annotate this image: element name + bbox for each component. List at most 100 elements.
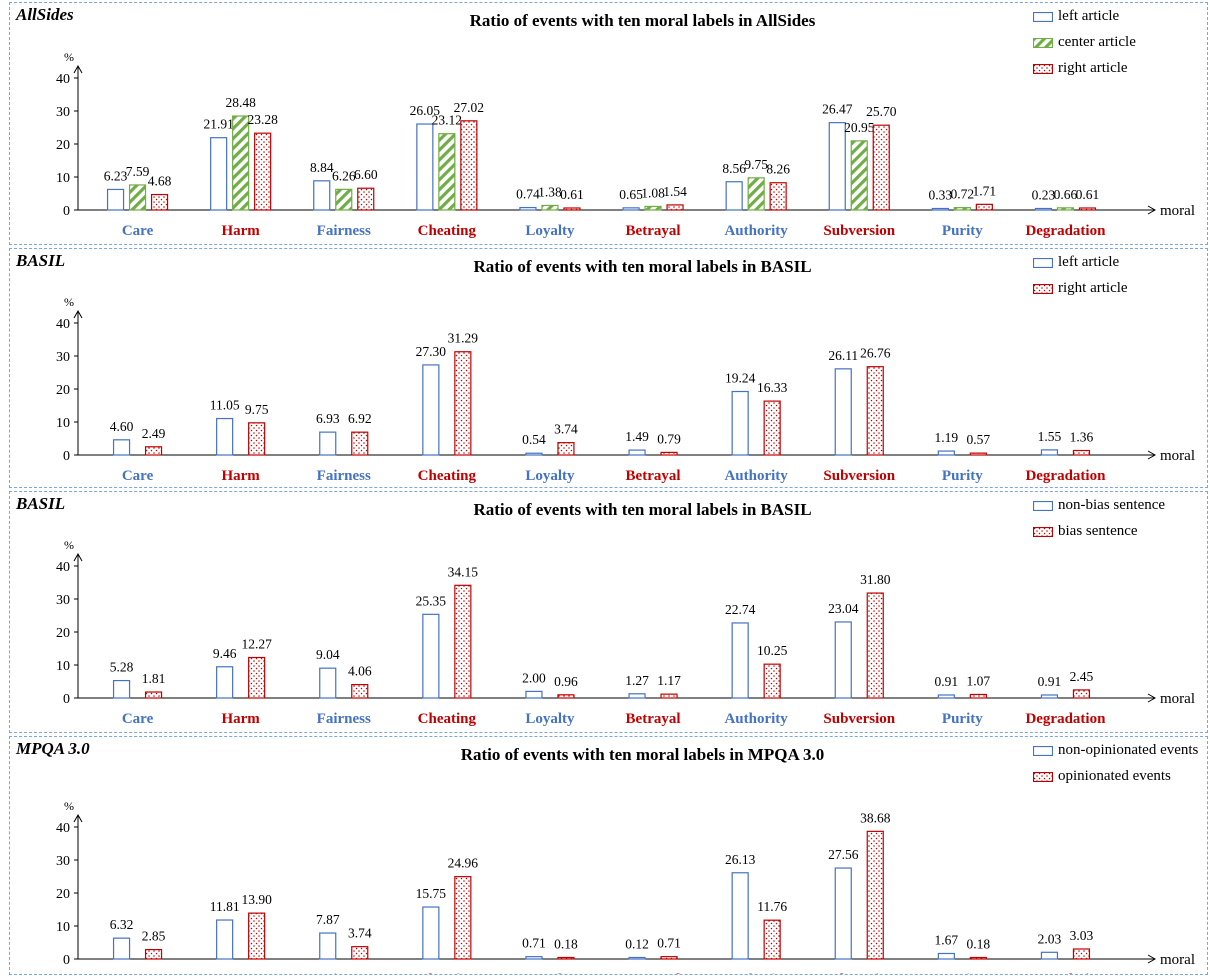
y-tick-label: 20 (56, 138, 70, 153)
data-label: 0.23 (1032, 188, 1056, 203)
bar (1056, 207, 1075, 211)
data-label: 26.76 (860, 346, 891, 361)
data-label: 13.90 (241, 892, 272, 907)
bar (1072, 948, 1091, 960)
bar (319, 431, 337, 456)
bar (335, 188, 353, 211)
bar (622, 207, 640, 211)
bar (660, 956, 678, 960)
data-label: 8.84 (310, 160, 334, 175)
x-tick-label: Degradation (1025, 223, 1106, 239)
x-tick-label: Fairness (317, 468, 371, 484)
bar (150, 193, 169, 211)
data-label: 1.54 (663, 184, 687, 199)
x-tick-label: Degradation (1025, 468, 1106, 484)
data-label: 1.38 (538, 184, 562, 199)
x-tick-label: Cheating (418, 468, 477, 484)
data-label: 6.32 (110, 917, 134, 932)
x-tick-label: Harm (221, 468, 260, 484)
data-label: 2.49 (142, 426, 166, 441)
data-label: 12.27 (241, 637, 272, 652)
bar-chart-allsides: % 0 10 20 30 40 moral 6.237.594.68 Care 21.91 28.4… (56, 50, 1195, 239)
data-label: 6.93 (316, 411, 340, 426)
bar (144, 948, 163, 960)
data-label: 0.18 (967, 937, 991, 952)
bar (666, 204, 684, 211)
chart-title: Ratio of events with ten moral labels in… (473, 500, 812, 519)
x-tick-label: Loyalty (525, 972, 575, 974)
bar (828, 122, 846, 211)
data-label: 0.33 (929, 188, 953, 203)
x-tick-label: Subversion (823, 468, 895, 484)
legend-swatch-left (1033, 746, 1053, 756)
bar (1040, 449, 1059, 456)
x-tick-label: Cheating (418, 711, 477, 727)
bar (931, 207, 949, 211)
x-tick-label: Purity (942, 972, 983, 974)
bar (850, 140, 868, 211)
bar (210, 137, 228, 211)
legend-label: right article (1058, 60, 1128, 76)
data-label: 5.28 (110, 660, 134, 675)
x-tick-label: Authority (724, 711, 788, 727)
x-tick-label: Care (122, 223, 154, 239)
chart-panel-mpqa: MPQA 3.0 Ratio of events with ten moral … (9, 736, 1208, 975)
x-tick-label: Purity (942, 223, 983, 239)
x-tick-label: Fairness (317, 223, 371, 239)
y-axis-arrow (73, 309, 83, 319)
data-label: 1.36 (1070, 430, 1094, 445)
data-label: 0.12 (625, 937, 649, 952)
data-label: 0.91 (1038, 674, 1062, 689)
x-tick-label: Fairness (317, 711, 371, 727)
x-tick-label: Authority (724, 972, 788, 974)
x-tick-label: Care (122, 972, 154, 974)
x-tick-label: Authority (724, 223, 788, 239)
x-tick-label: Degradation (1025, 711, 1106, 727)
bar (937, 952, 955, 960)
x-tick-label: Authority (724, 468, 788, 484)
bar (422, 906, 440, 960)
bar (969, 956, 987, 960)
legend-label: center article (1058, 34, 1136, 50)
data-label: 1.49 (625, 429, 649, 444)
bar (628, 956, 646, 960)
y-tick-label: 0 (63, 449, 70, 464)
data-label: 1.81 (142, 671, 166, 686)
bar (319, 932, 337, 960)
bar (747, 177, 765, 211)
bar (953, 207, 971, 211)
data-label: 34.15 (448, 564, 479, 579)
y-axis-arrow (73, 64, 83, 74)
x-tick-label: Cheating (418, 972, 477, 974)
y-tick-label: 10 (56, 171, 70, 186)
y-tick-label: 30 (56, 593, 70, 608)
data-label: 1.55 (1038, 429, 1062, 444)
data-label: 0.74 (516, 187, 540, 202)
bar (769, 182, 787, 211)
data-label: 3.03 (1070, 928, 1094, 943)
bar (422, 364, 440, 456)
bar (128, 184, 147, 211)
bar (763, 919, 781, 960)
data-label: 1.71 (973, 183, 997, 198)
data-label: 16.33 (757, 380, 788, 395)
x-tick-label: Betrayal (626, 972, 681, 974)
x-tick-label: Care (122, 468, 154, 484)
bar (763, 663, 781, 699)
y-tick-label: 20 (56, 383, 70, 398)
bar (969, 693, 987, 699)
data-label: 0.71 (657, 936, 681, 951)
data-label: 11.76 (757, 899, 787, 914)
data-label: 4.68 (148, 174, 172, 189)
bar (454, 876, 472, 960)
x-axis-label: moral (1160, 952, 1195, 968)
bar (254, 132, 272, 211)
y-axis-label: % (64, 295, 74, 309)
bar (731, 390, 749, 456)
x-axis-arrow (1147, 693, 1157, 703)
legend-label: opinionated events (1058, 768, 1171, 784)
chart-title: Ratio of events with ten moral labels in… (469, 11, 816, 30)
bar (460, 120, 478, 211)
bar (1078, 207, 1097, 211)
